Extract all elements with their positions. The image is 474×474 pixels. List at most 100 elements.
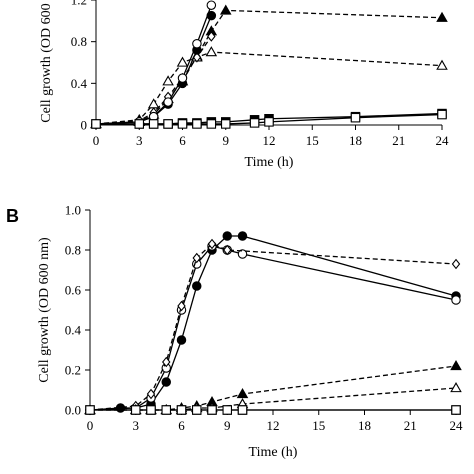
open-square-point	[134, 119, 145, 129]
series-filled-circle	[85, 231, 461, 415]
open-diamond-point	[162, 356, 171, 368]
x-tick-label: 0	[87, 418, 94, 433]
x-tick-label: 18	[358, 418, 371, 433]
open-circle-point	[192, 38, 202, 49]
filled-circle-point	[192, 281, 202, 291]
open-square-point	[206, 119, 217, 129]
open-square-point	[237, 405, 248, 415]
y-tick-label: 0	[81, 118, 88, 133]
open-square-point	[146, 405, 156, 415]
x-tick-label: 15	[306, 133, 319, 148]
open-square-point	[177, 119, 188, 129]
x-tick-label: 24	[450, 418, 464, 433]
x-tick-label: 9	[223, 133, 230, 148]
open-square-point	[264, 117, 274, 127]
open-square-point	[451, 405, 461, 415]
x-axis-title: Time (h)	[245, 155, 294, 170]
filled-circle-point	[237, 231, 248, 241]
open-circle-point	[206, 0, 217, 10]
y-tick-label: 0.6	[65, 283, 82, 298]
filled-triangle-point	[236, 388, 249, 399]
series-line	[89, 245, 457, 411]
open-square-point	[176, 405, 187, 415]
open-triangle-point	[436, 59, 448, 70]
series-line	[89, 243, 457, 411]
x-tick-label: 12	[267, 418, 280, 433]
open-diamond-point	[223, 244, 232, 256]
open-square-point	[192, 405, 202, 415]
x-tick-label: 9	[224, 418, 231, 433]
series-line	[90, 365, 457, 411]
x-tick-label: 24	[436, 133, 450, 148]
series-open-circle	[85, 241, 461, 415]
filled-circle-point	[222, 231, 233, 241]
open-circle-point	[163, 97, 173, 107]
x-tick-label: 15	[312, 418, 325, 433]
open-square-point	[91, 119, 101, 129]
open-diamond-point	[177, 300, 186, 312]
open-square-point	[207, 405, 217, 415]
open-triangle-point	[205, 46, 218, 57]
y-axis-title: Cell growth (OD 600 nm)	[37, 237, 52, 383]
series-filled-triangle	[90, 4, 448, 129]
series-open-square	[85, 405, 461, 415]
filled-circle-point	[161, 377, 172, 387]
open-square-point	[163, 119, 173, 129]
filled-triangle-point	[450, 360, 462, 371]
open-square-point	[161, 405, 172, 415]
series-line	[95, 51, 443, 125]
open-triangle-point	[162, 75, 174, 86]
x-tick-label: 6	[178, 418, 185, 433]
y-tick-label: 1.0	[65, 203, 81, 218]
filled-circle-point	[176, 335, 187, 345]
y-tick-label: 0.2	[65, 363, 81, 378]
series-open-triangle	[84, 382, 462, 415]
open-triangle-point	[176, 56, 189, 67]
open-triangle-point	[450, 382, 462, 393]
series-open-square	[91, 109, 447, 129]
filled-triangle-point	[219, 4, 232, 15]
x-tick-label: 0	[93, 133, 100, 148]
open-square-point	[222, 405, 233, 415]
open-square-point	[350, 112, 361, 123]
open-circle-point	[451, 295, 461, 305]
y-tick-label: 0.0	[65, 403, 81, 418]
panel-a-chart: 0 3 6 9 12 15 18 21 24 0 0.4 0.8 1.2 Time (h) Cell gro…	[39, 0, 449, 170]
open-diamond-point	[192, 252, 201, 264]
x-tick-label: 21	[392, 133, 405, 148]
filled-triangle-point	[436, 11, 448, 22]
y-tick-label: 0.4	[65, 323, 82, 338]
open-square-point	[131, 405, 141, 415]
open-square-point	[437, 109, 447, 120]
open-square-point	[192, 119, 202, 129]
panel-letter: B	[6, 206, 19, 226]
open-square-point	[221, 119, 231, 129]
y-tick-label: 0.8	[71, 34, 87, 49]
open-circle-point	[237, 249, 248, 259]
open-diamond-point	[207, 31, 216, 42]
x-tick-label: 3	[136, 133, 143, 148]
panel-b-chart: B 0 3 6 9 12 15 18 21 24 0.0 0.2 0.4 0.6 0.8 1.0 Time (h…	[6, 203, 463, 461]
series-line	[89, 235, 457, 411]
open-triangle-point	[147, 98, 160, 109]
x-axis-title: Time (h)	[249, 445, 298, 460]
open-diamond-point	[146, 388, 156, 400]
open-square-point	[249, 118, 260, 128]
open-circle-point	[177, 73, 188, 83]
y-tick-label: 0.8	[65, 243, 81, 258]
open-diamond-point	[207, 238, 217, 250]
x-tick-label: 21	[404, 418, 417, 433]
y-tick-label: 0.4	[71, 76, 88, 91]
y-axis-title: Cell growth (OD 600 nm)	[39, 0, 54, 123]
series-filled-triangle	[84, 360, 462, 415]
x-tick-label: 12	[263, 133, 276, 148]
open-square-point	[85, 405, 95, 415]
series-open-diamond	[85, 238, 461, 416]
x-tick-label: 3	[133, 418, 140, 433]
open-diamond-point	[451, 258, 461, 270]
open-square-point	[148, 119, 159, 129]
x-tick-label: 18	[349, 133, 362, 148]
y-tick-label: 1.2	[71, 0, 87, 8]
x-tick-label: 6	[179, 133, 186, 148]
